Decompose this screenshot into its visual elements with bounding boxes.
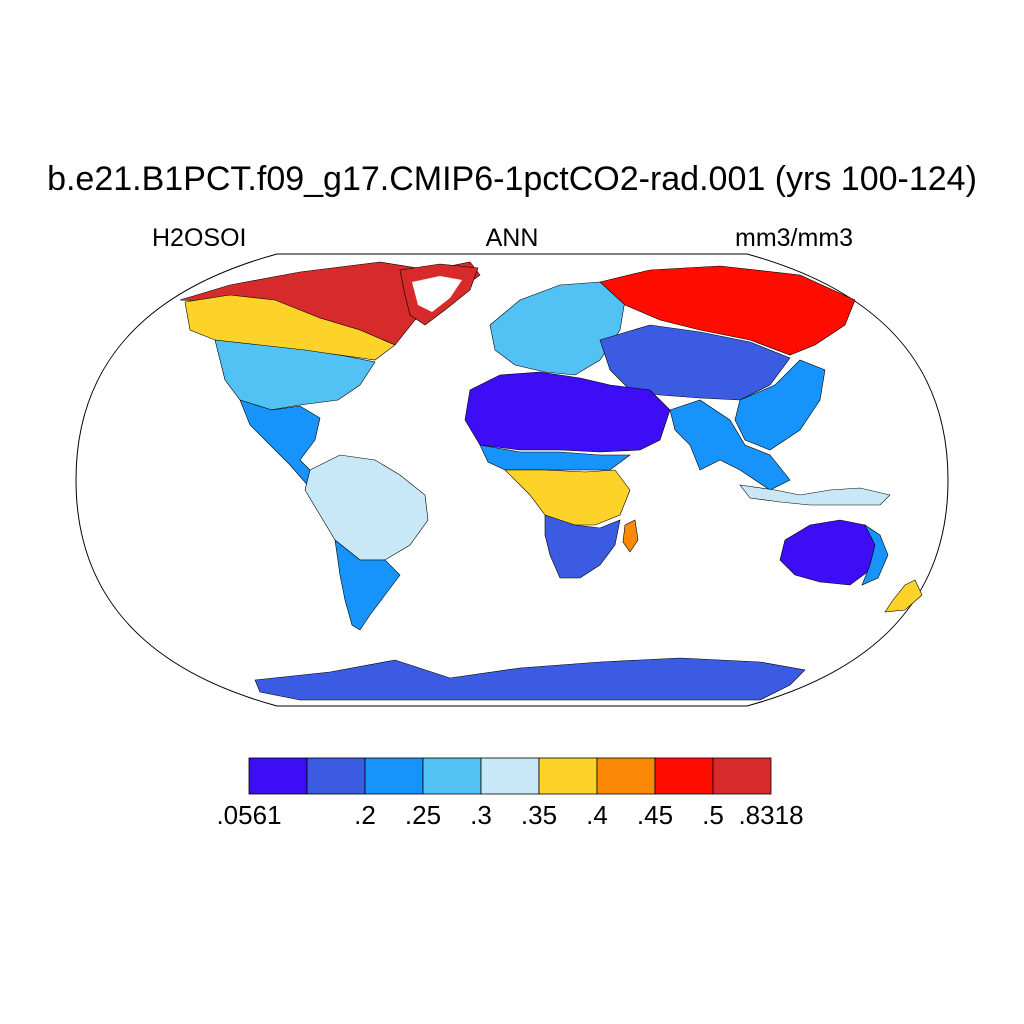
units-label: mm3/mm3 bbox=[735, 224, 854, 252]
region-central-africa bbox=[504, 469, 631, 526]
colorbar-swatch bbox=[712, 757, 772, 795]
colorbar-tick-label: .2 bbox=[354, 800, 376, 830]
region-australia bbox=[779, 519, 881, 586]
map-frame bbox=[75, 253, 949, 707]
region-southern-africa bbox=[544, 514, 621, 579]
map-title: b.e21.B1PCT.f09_g17.CMIP6-1pctCO2-rad.00… bbox=[47, 160, 977, 198]
region-indonesia bbox=[739, 484, 891, 506]
colorbar-tick-label: .0561 bbox=[216, 800, 282, 830]
region-siberia bbox=[599, 265, 856, 356]
colorbar-swatch bbox=[654, 757, 714, 795]
season-label: ANN bbox=[485, 224, 539, 252]
colorbar-swatch bbox=[596, 757, 656, 795]
region-antarctica bbox=[254, 657, 806, 701]
greenland-interior bbox=[412, 276, 462, 312]
region-madagascar bbox=[622, 519, 639, 553]
region-europe bbox=[489, 281, 626, 376]
colorbar bbox=[248, 757, 772, 795]
colorbar-tick-label: .25 bbox=[404, 800, 442, 830]
region-sahel bbox=[479, 444, 631, 471]
region-united-states bbox=[214, 339, 376, 411]
variable-label: H2OSOI bbox=[152, 224, 247, 252]
colorbar-swatch bbox=[306, 757, 366, 795]
colorbar-swatch bbox=[364, 757, 424, 795]
region-new-zealand bbox=[884, 579, 923, 613]
region-australia-east-coast bbox=[861, 524, 889, 586]
region-sahara-arabia bbox=[464, 371, 671, 453]
colorbar-tick-label: .5 bbox=[702, 800, 724, 830]
colorbar-swatch bbox=[480, 757, 540, 795]
region-central-asia bbox=[599, 324, 791, 401]
colorbar-tick-label: .3 bbox=[470, 800, 492, 830]
colorbar-tick-label: .35 bbox=[520, 800, 558, 830]
colorbar-labels: .0561 .2 .25 .3 .35 .4 .45 .5 .8318 bbox=[0, 800, 1024, 840]
region-mexico-central-america bbox=[239, 399, 321, 489]
colorbar-tick-label: .45 bbox=[636, 800, 674, 830]
colorbar-tick-label: .4 bbox=[586, 800, 608, 830]
colorbar-swatch bbox=[422, 757, 482, 795]
region-south-america-amazon bbox=[304, 454, 429, 561]
colorbar-tick-label: .8318 bbox=[738, 800, 804, 830]
colorbar-swatch bbox=[538, 757, 598, 795]
colorbar-swatch bbox=[248, 757, 308, 795]
region-east-asia bbox=[734, 359, 826, 451]
region-south-america-south bbox=[334, 539, 401, 631]
